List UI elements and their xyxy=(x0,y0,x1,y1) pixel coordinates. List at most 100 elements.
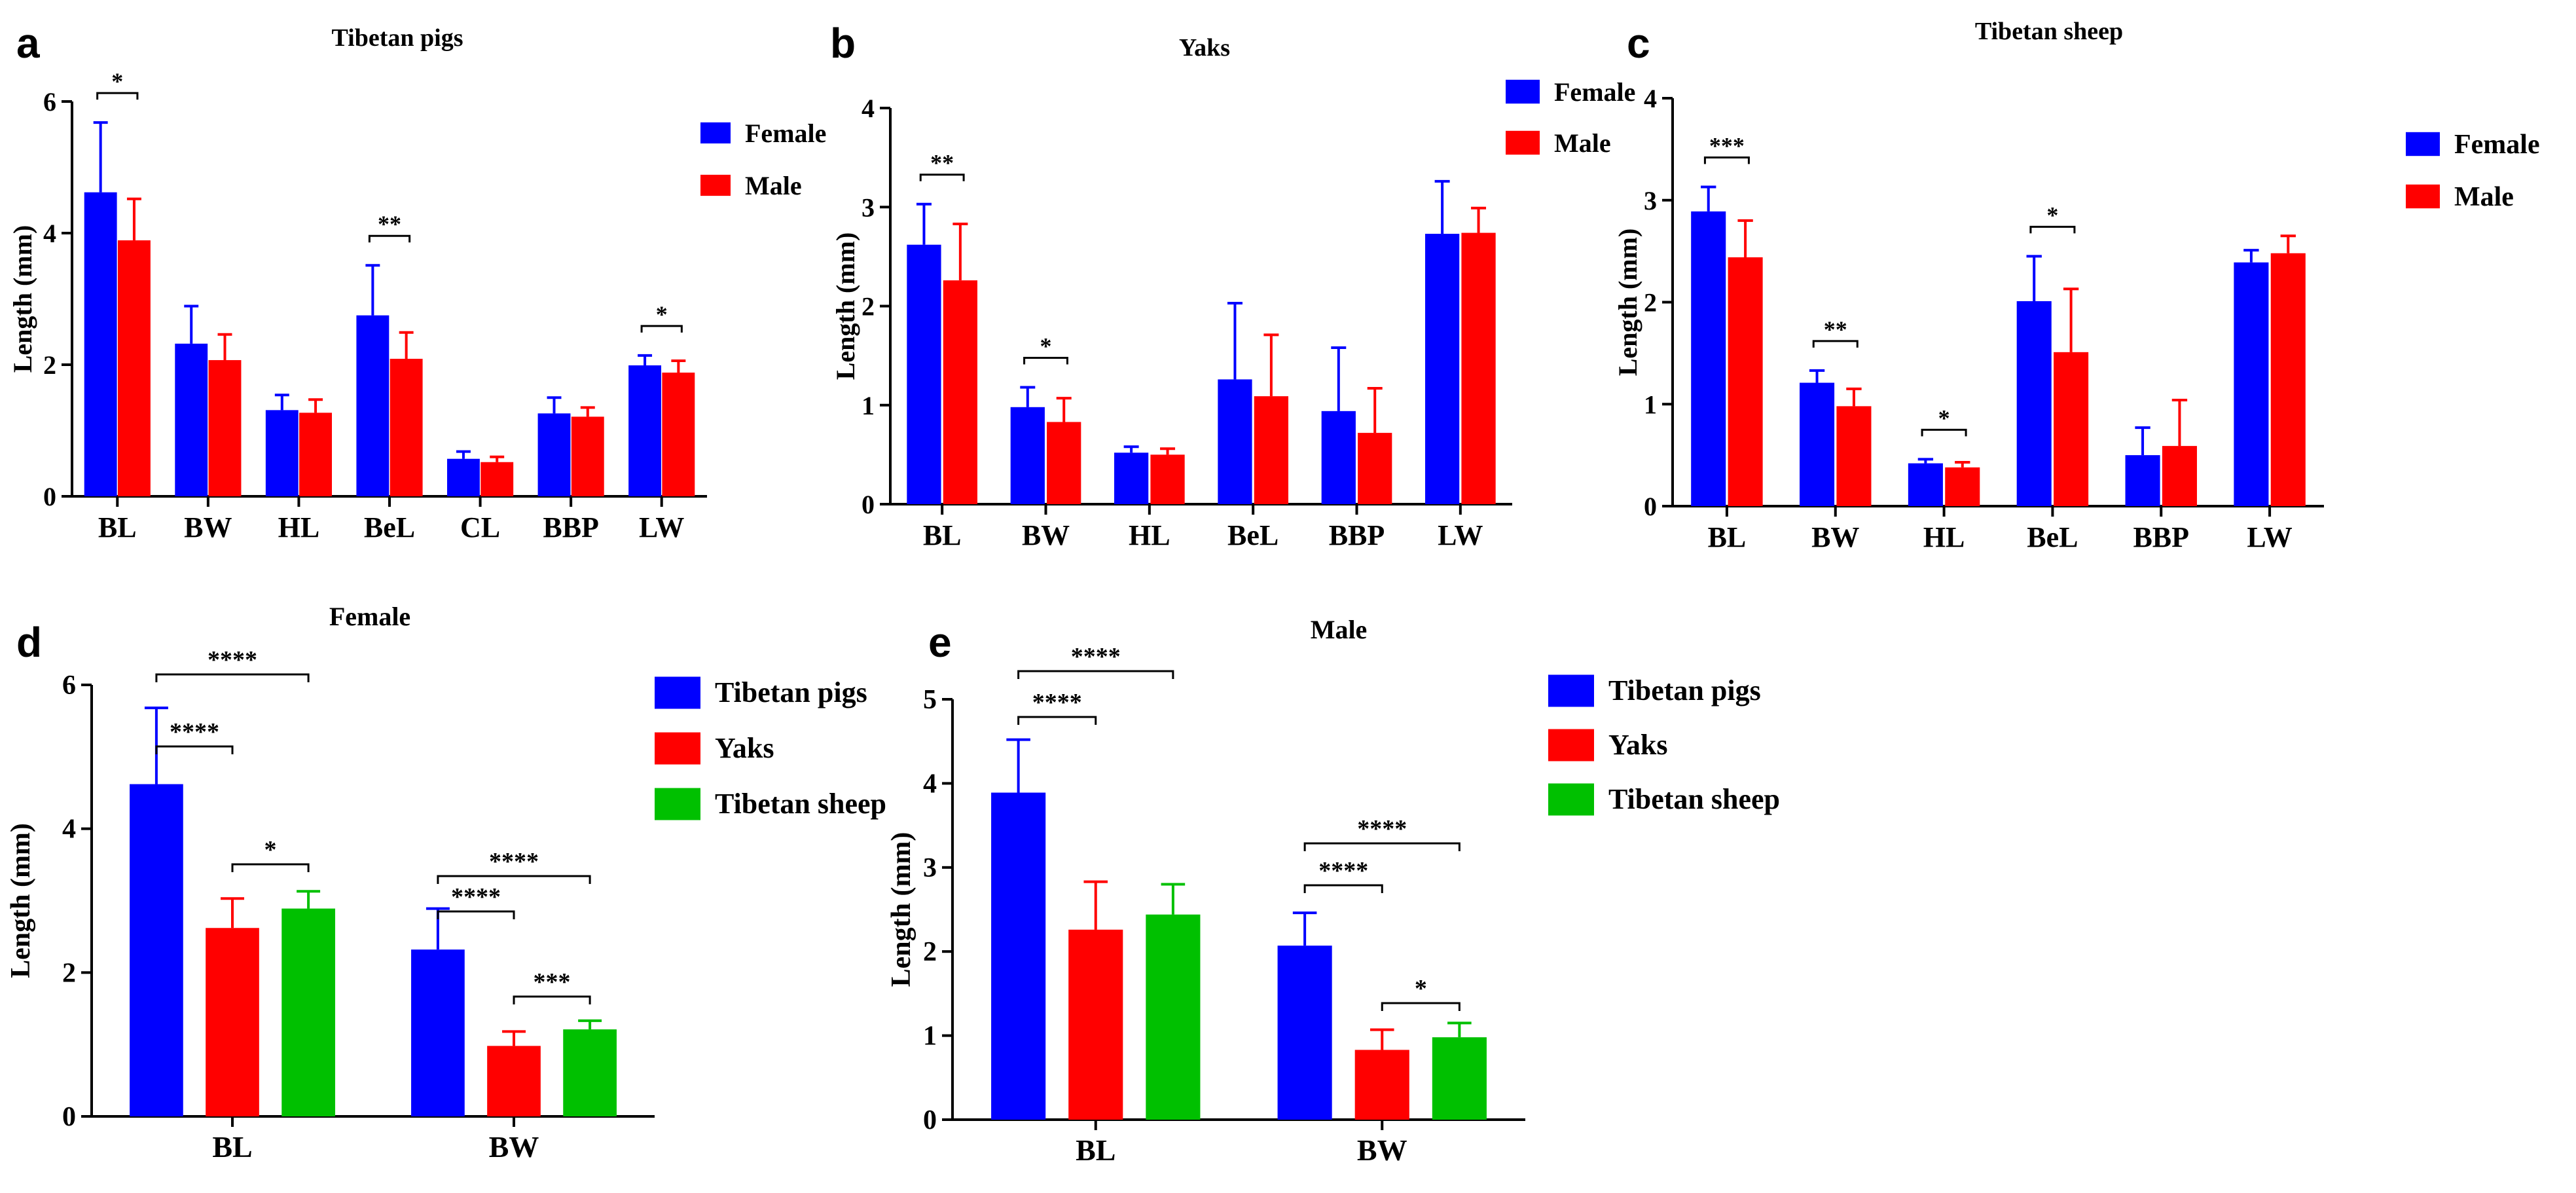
y-tick-label: 4 xyxy=(62,815,76,845)
significance-label: **** xyxy=(208,646,257,674)
bar-male xyxy=(208,359,242,496)
bar-yaks xyxy=(487,1046,541,1116)
bar-male xyxy=(1150,454,1185,504)
bar-tibetan-sheep xyxy=(563,1029,617,1116)
legend-label: Male xyxy=(1554,128,1611,158)
y-tick-label: 2 xyxy=(923,937,937,967)
significance-label: ** xyxy=(930,150,954,176)
legend-swatch xyxy=(655,788,700,820)
y-axis-title: Length (mm) xyxy=(8,225,37,373)
y-axis-title: Length (mm) xyxy=(886,832,916,987)
panel-letter: a xyxy=(16,20,40,67)
x-tick-label: LW xyxy=(1438,519,1483,551)
significance-bracket xyxy=(2029,225,2076,234)
bar-male xyxy=(1728,257,1763,506)
bar-male xyxy=(943,280,977,504)
chart-title: Yaks xyxy=(1179,34,1230,62)
x-tick-label: BL xyxy=(1076,1133,1116,1167)
bar-male xyxy=(1461,232,1496,504)
legend-swatch xyxy=(1548,729,1594,762)
y-tick-label: 4 xyxy=(1644,84,1657,113)
panel-letter: e xyxy=(928,619,952,666)
y-tick-label: 0 xyxy=(862,490,875,519)
bar-female xyxy=(1321,411,1356,504)
bar-male xyxy=(481,462,514,496)
y-tick-label: 4 xyxy=(862,94,875,123)
y-tick-label: 0 xyxy=(62,1102,76,1132)
x-tick-label: BeL xyxy=(364,511,415,543)
legend-label: Female xyxy=(2454,130,2540,160)
y-tick-label: 3 xyxy=(1644,186,1657,215)
panel-a: a Tibetan pigs Length (mm) 0 2 4 6 BL BW HL BeL CL B… xyxy=(8,20,826,543)
legend-swatch xyxy=(700,174,731,196)
x-tick-label: BW xyxy=(1022,519,1070,551)
x-tick-label: HL xyxy=(278,511,320,543)
panel-c: c Tibetan sheep Length (mm) 0 1 2 3 4 BL BW HL BeL B… xyxy=(1613,18,2540,553)
significance-bracket xyxy=(437,875,591,884)
y-tick-label: 1 xyxy=(1644,390,1657,419)
bar-female xyxy=(1114,452,1149,504)
y-tick-label: 0 xyxy=(1644,492,1657,521)
bar-female xyxy=(537,413,571,496)
x-tick-label: BW xyxy=(184,511,232,543)
significance-bracket xyxy=(1921,428,1967,437)
significance-label: **** xyxy=(1357,815,1407,843)
significance-bracket xyxy=(1303,842,1460,851)
significance-bracket xyxy=(96,92,139,100)
significance-bracket xyxy=(919,174,965,181)
y-tick-label: 2 xyxy=(62,958,76,988)
bar-male xyxy=(2270,253,2306,506)
significance-label: **** xyxy=(1318,857,1368,885)
bar-female xyxy=(907,244,941,504)
significance-label: * xyxy=(1415,975,1427,1002)
chart-title: Tibetan pigs xyxy=(332,24,463,52)
y-tick-label: 6 xyxy=(62,670,76,701)
y-tick-label: 1 xyxy=(862,391,875,420)
significance-bracket xyxy=(1017,716,1097,725)
legend-swatch xyxy=(655,676,700,709)
significance-label: * xyxy=(2046,202,2058,228)
x-tick-label: BBP xyxy=(1329,519,1385,551)
bar-male xyxy=(299,413,333,496)
bar-tibetan-pigs xyxy=(991,792,1046,1120)
legend-label: Yaks xyxy=(715,732,774,764)
x-tick-label: CL xyxy=(460,511,500,543)
legend-swatch xyxy=(1548,674,1594,707)
significance-bracket xyxy=(437,910,515,919)
y-tick-label: 2 xyxy=(43,350,56,380)
x-tick-label: HL xyxy=(1129,519,1170,551)
x-tick-label: BL xyxy=(212,1130,252,1164)
significance-bracket xyxy=(1381,1002,1460,1011)
x-tick-label: HL xyxy=(1923,521,1965,553)
x-tick-label: BL xyxy=(923,519,962,551)
significance-label: * xyxy=(1938,405,1950,431)
legend-swatch xyxy=(2406,132,2440,156)
x-tick-label: BL xyxy=(98,511,137,543)
chart-title: Female xyxy=(329,602,410,631)
legend-swatch xyxy=(700,122,731,144)
y-tick-label: 4 xyxy=(43,219,56,248)
chart-title: Tibetan sheep xyxy=(1975,18,2123,45)
bar-female xyxy=(356,315,390,496)
significance-bracket xyxy=(368,234,411,243)
chart-title: Male xyxy=(1311,615,1368,644)
x-tick-label: BL xyxy=(1708,521,1747,553)
y-tick-label: 3 xyxy=(862,193,875,222)
y-tick-label: 3 xyxy=(923,853,937,883)
bar-yaks xyxy=(206,928,259,1116)
significance-bracket xyxy=(513,995,591,1004)
significance-bracket xyxy=(155,745,234,754)
significance-bracket xyxy=(640,325,683,333)
legend-swatch xyxy=(1506,130,1540,155)
legend-label: Tibetan pigs xyxy=(715,676,867,708)
bar-tibetan-sheep xyxy=(1146,914,1201,1120)
y-axis-title: Length (mm) xyxy=(6,823,36,978)
bar-female xyxy=(1010,407,1045,504)
panel-letter: c xyxy=(1627,20,1650,67)
bar-male xyxy=(2054,352,2089,506)
bar-male xyxy=(662,373,695,496)
significance-bracket xyxy=(1023,357,1068,365)
